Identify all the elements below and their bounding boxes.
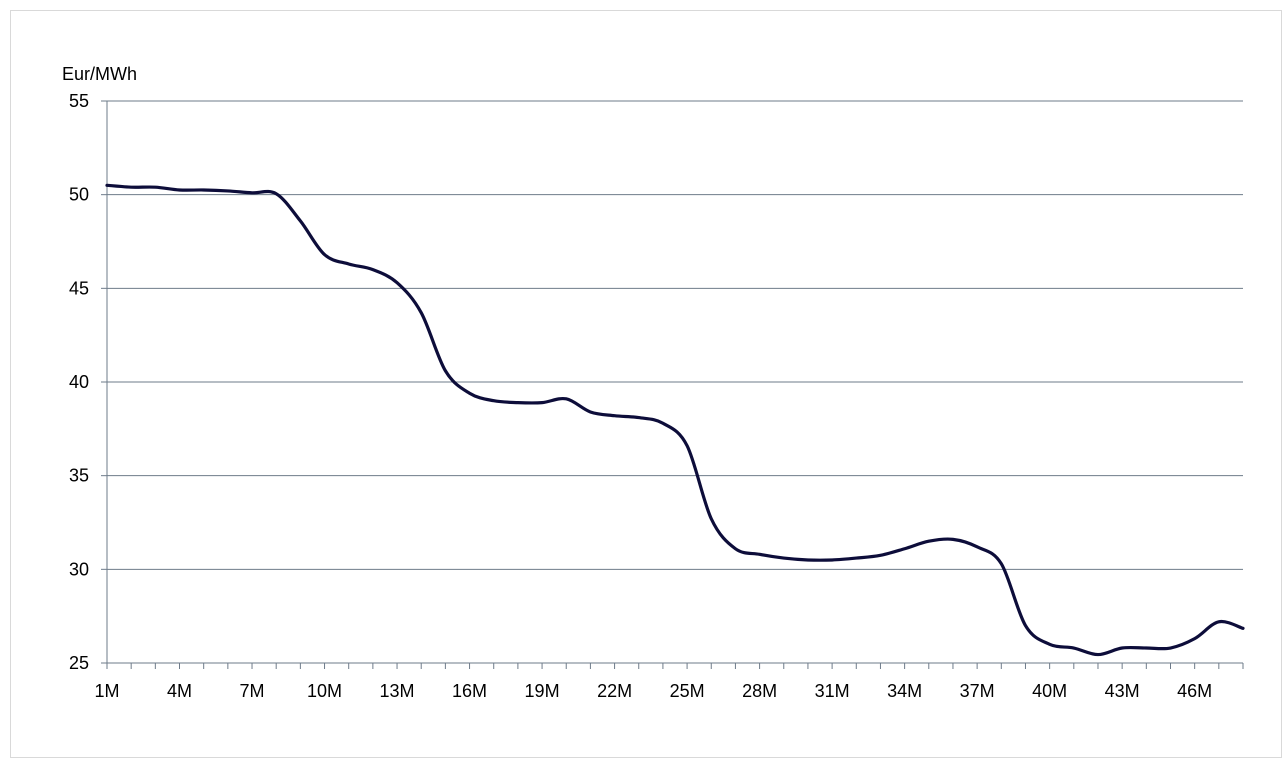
y-tick-label: 40 [69,372,89,392]
x-tick-label: 10M [307,681,342,701]
y-tick-label: 25 [69,653,89,673]
gridlines [107,100,1243,570]
y-tick-label: 50 [69,185,89,205]
axes [101,100,1244,669]
x-tick-label: 4M [167,681,192,701]
x-tick-label: 16M [452,681,487,701]
tick-labels: 25 30 35 40 45 50 55 1M 4M 7M 10M 13M 16M 19M 22M 25M 28… [69,91,1212,701]
x-tick-label: 43M [1105,681,1140,701]
series-line-0 [105,183,1245,657]
x-tick-label: 19M [525,681,560,701]
y-axis-label: Eur/MWh [62,64,137,84]
x-tick-label: 22M [597,681,632,701]
x-tick-label: 46M [1177,681,1212,701]
x-tick-label: 37M [960,681,995,701]
x-tick-label: 34M [887,681,922,701]
x-tick-label: 7M [240,681,265,701]
x-tick-label: 31M [815,681,850,701]
x-tick-label: 25M [670,681,705,701]
series-layer [105,183,1245,657]
y-tick-label: 35 [69,466,89,486]
y-tick-label: 30 [69,559,89,579]
x-tick-label: 28M [742,681,777,701]
x-tick-label: 13M [380,681,415,701]
chart-frame [10,10,1282,758]
y-tick-label: 55 [69,91,89,111]
x-tick-label: 40M [1032,681,1067,701]
x-tick-label: 1M [94,681,119,701]
y-tick-label: 45 [69,278,89,298]
